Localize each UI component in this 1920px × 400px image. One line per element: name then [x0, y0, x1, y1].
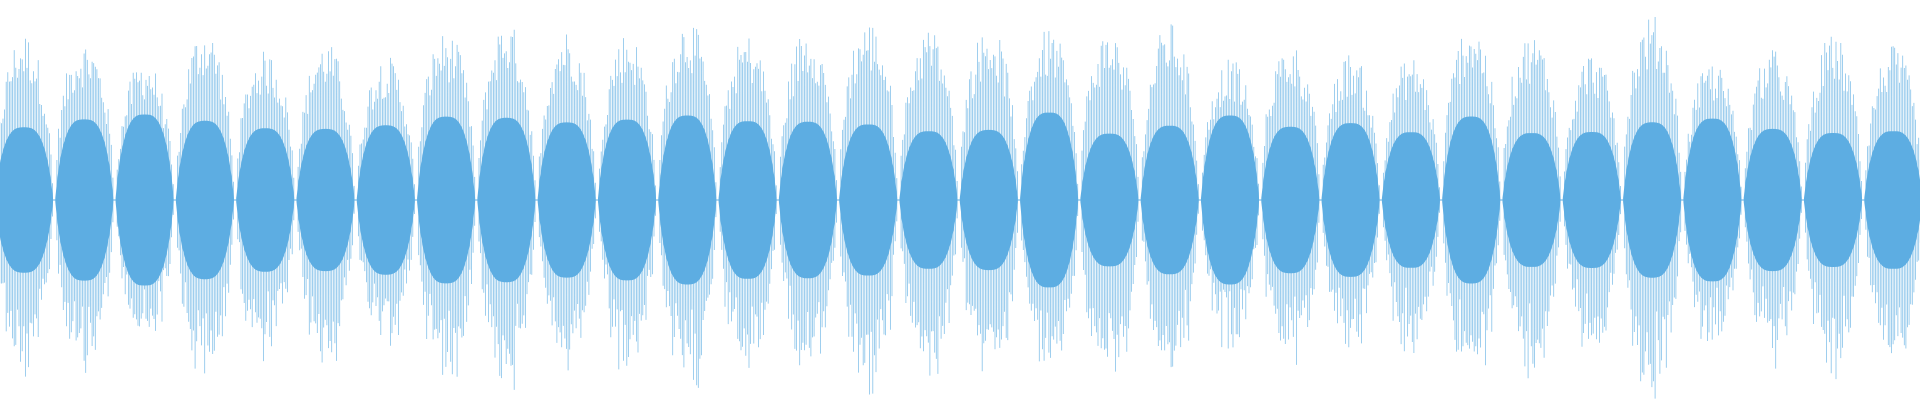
waveform-core [1804, 133, 1862, 267]
waveform-core [1683, 118, 1742, 282]
waveform-core [1201, 115, 1259, 285]
waveform-core [1623, 122, 1682, 278]
waveform-core [899, 131, 958, 269]
waveform-core [115, 114, 174, 286]
waveform-core [1381, 132, 1440, 268]
waveform-core [959, 129, 1018, 271]
waveform-core [296, 128, 355, 272]
waveform-core [537, 122, 596, 278]
waveform-core [55, 119, 114, 281]
waveform-core [1020, 112, 1079, 288]
waveform-core [477, 117, 536, 283]
waveform-core [778, 121, 837, 279]
waveform-core [1140, 125, 1199, 275]
waveform-core [598, 119, 656, 281]
waveform-core [417, 116, 476, 284]
waveform-core [1080, 133, 1139, 267]
waveform-core [175, 120, 234, 280]
waveform-core [1261, 126, 1320, 274]
waveform-core [1743, 128, 1802, 272]
waveform-core [718, 121, 777, 279]
waveform-core [236, 128, 295, 272]
waveform-core [1562, 132, 1621, 268]
waveform-core [658, 115, 717, 285]
waveform-core [0, 127, 53, 273]
waveform-core [1502, 133, 1561, 267]
waveform-core [1442, 116, 1501, 284]
waveform-core [356, 125, 415, 275]
waveform-core [1864, 131, 1920, 269]
waveform-core [839, 124, 898, 276]
waveform-core [1321, 123, 1380, 277]
